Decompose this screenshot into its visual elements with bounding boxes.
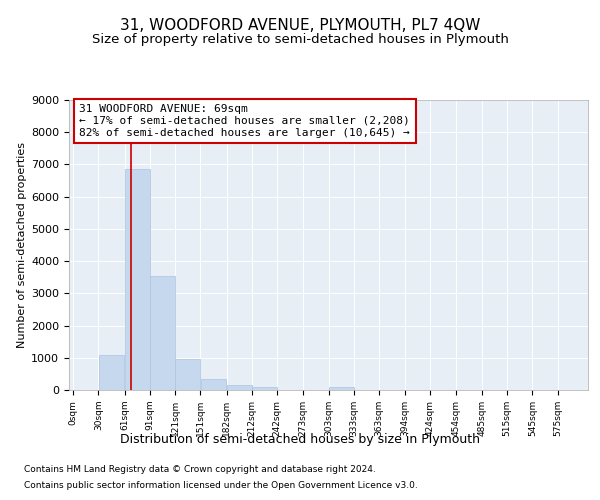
Bar [252, 387, 277, 390]
Text: Distribution of semi-detached houses by size in Plymouth: Distribution of semi-detached houses by … [120, 432, 480, 446]
Bar [125, 170, 150, 390]
Bar [175, 358, 200, 390]
Text: 31 WOODFORD AVENUE: 69sqm
← 17% of semi-detached houses are smaller (2,208)
82% : 31 WOODFORD AVENUE: 69sqm ← 17% of semi-… [79, 104, 410, 138]
Bar [150, 276, 175, 390]
Text: Size of property relative to semi-detached houses in Plymouth: Size of property relative to semi-detach… [92, 32, 508, 46]
Text: Contains public sector information licensed under the Open Government Licence v3: Contains public sector information licen… [24, 480, 418, 490]
Text: Contains HM Land Registry data © Crown copyright and database right 2024.: Contains HM Land Registry data © Crown c… [24, 466, 376, 474]
Bar [98, 354, 124, 390]
Bar [329, 387, 353, 390]
Y-axis label: Number of semi-detached properties: Number of semi-detached properties [17, 142, 27, 348]
Bar [227, 385, 252, 390]
Text: 31, WOODFORD AVENUE, PLYMOUTH, PL7 4QW: 31, WOODFORD AVENUE, PLYMOUTH, PL7 4QW [120, 18, 480, 32]
Bar [200, 379, 226, 390]
